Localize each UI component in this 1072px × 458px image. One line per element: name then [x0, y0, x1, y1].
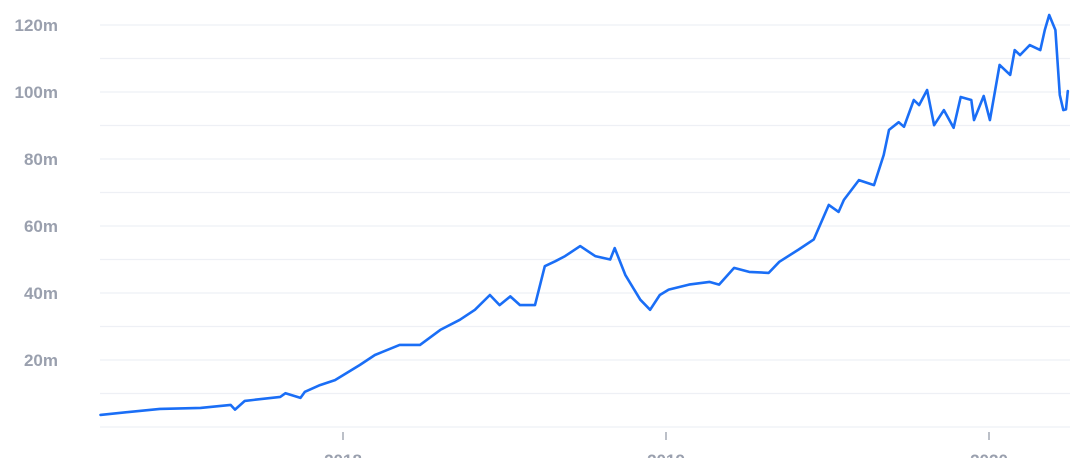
y-tick-label: 80m — [24, 150, 58, 169]
y-tick-label: 100m — [15, 83, 58, 102]
x-axis: 2018 2019 2020 — [324, 432, 1008, 458]
gridlines — [100, 24, 1070, 428]
x-tick-label: 2019 — [647, 451, 685, 458]
y-tick-label: 20m — [24, 351, 58, 370]
y-tick-label: 60m — [24, 217, 58, 236]
x-tick-label: 2018 — [324, 451, 362, 458]
series-line — [99, 13, 1070, 417]
y-tick-label: 120m — [15, 16, 58, 35]
y-axis: 20m 40m 60m 80m 100m 120m — [15, 16, 58, 370]
y-tick-label: 40m — [24, 284, 58, 303]
x-tick-label: 2020 — [970, 451, 1008, 458]
